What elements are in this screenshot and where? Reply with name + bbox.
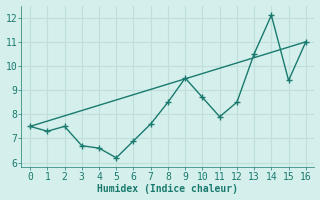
X-axis label: Humidex (Indice chaleur): Humidex (Indice chaleur) [98,184,238,194]
